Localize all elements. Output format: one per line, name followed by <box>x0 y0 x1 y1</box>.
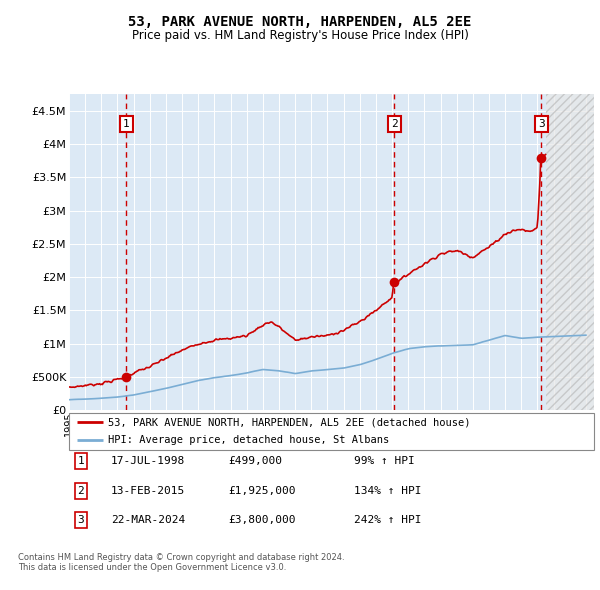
Text: 2: 2 <box>391 119 397 129</box>
Text: £3,800,000: £3,800,000 <box>228 516 296 525</box>
Text: 2: 2 <box>77 486 85 496</box>
Text: 53, PARK AVENUE NORTH, HARPENDEN, AL5 2EE (detached house): 53, PARK AVENUE NORTH, HARPENDEN, AL5 2E… <box>109 417 471 427</box>
Text: 13-FEB-2015: 13-FEB-2015 <box>111 486 185 496</box>
Text: 134% ↑ HPI: 134% ↑ HPI <box>354 486 421 496</box>
Text: £1,925,000: £1,925,000 <box>228 486 296 496</box>
Text: 17-JUL-1998: 17-JUL-1998 <box>111 457 185 466</box>
Text: 3: 3 <box>538 119 545 129</box>
Text: 53, PARK AVENUE NORTH, HARPENDEN, AL5 2EE: 53, PARK AVENUE NORTH, HARPENDEN, AL5 2E… <box>128 15 472 30</box>
Text: Price paid vs. HM Land Registry's House Price Index (HPI): Price paid vs. HM Land Registry's House … <box>131 30 469 42</box>
Text: 1: 1 <box>123 119 130 129</box>
Text: This data is licensed under the Open Government Licence v3.0.: This data is licensed under the Open Gov… <box>18 563 286 572</box>
Text: 99% ↑ HPI: 99% ↑ HPI <box>354 457 415 466</box>
Text: HPI: Average price, detached house, St Albans: HPI: Average price, detached house, St A… <box>109 435 389 445</box>
FancyBboxPatch shape <box>69 413 594 450</box>
Bar <box>545 94 594 410</box>
Text: 22-MAR-2024: 22-MAR-2024 <box>111 516 185 525</box>
Text: 3: 3 <box>77 516 85 525</box>
Text: 242% ↑ HPI: 242% ↑ HPI <box>354 516 421 525</box>
Text: 1: 1 <box>77 457 85 466</box>
Text: £499,000: £499,000 <box>228 457 282 466</box>
Text: Contains HM Land Registry data © Crown copyright and database right 2024.: Contains HM Land Registry data © Crown c… <box>18 553 344 562</box>
